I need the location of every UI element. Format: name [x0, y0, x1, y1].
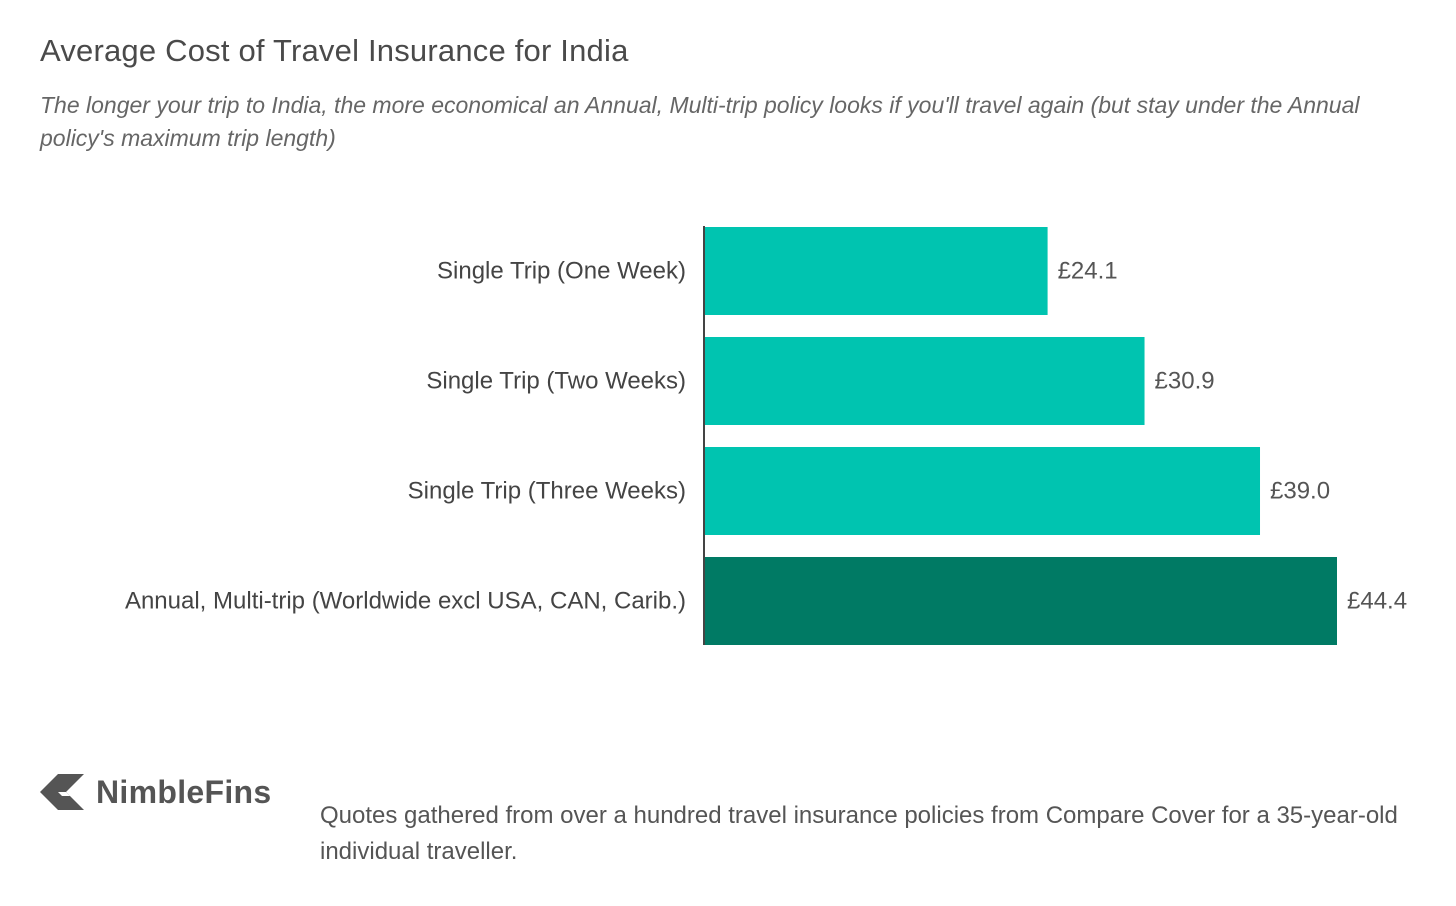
chart-title: Average Cost of Travel Insurance for Ind…: [40, 33, 629, 68]
bar-0: [704, 227, 1048, 315]
value-label-3: £44.4: [1347, 588, 1407, 615]
bar-3: [704, 557, 1337, 645]
bar-1: [704, 337, 1145, 425]
category-label-3: Annual, Multi-trip (Worldwide excl USA, …: [125, 588, 686, 615]
category-label-1: Single Trip (Two Weeks): [426, 368, 686, 395]
chart-subtitle: The longer your trip to India, the more …: [40, 92, 1360, 151]
value-label-1: £30.9: [1155, 368, 1215, 395]
category-label-2: Single Trip (Three Weeks): [408, 478, 686, 505]
brand-name: NimbleFins: [96, 773, 272, 810]
bar-2: [704, 447, 1261, 535]
brand-logo: NimbleFins: [40, 772, 271, 812]
value-label-2: £39.0: [1270, 478, 1330, 505]
nimblefins-arrow-icon: [40, 774, 84, 810]
value-label-0: £24.1: [1058, 258, 1118, 285]
category-label-0: Single Trip (One Week): [437, 258, 686, 285]
bars-layer: Single Trip (One Week) £24.1 Single Trip (…: [125, 227, 1407, 645]
source-note: Quotes gathered from over a hundred trav…: [320, 802, 1398, 865]
